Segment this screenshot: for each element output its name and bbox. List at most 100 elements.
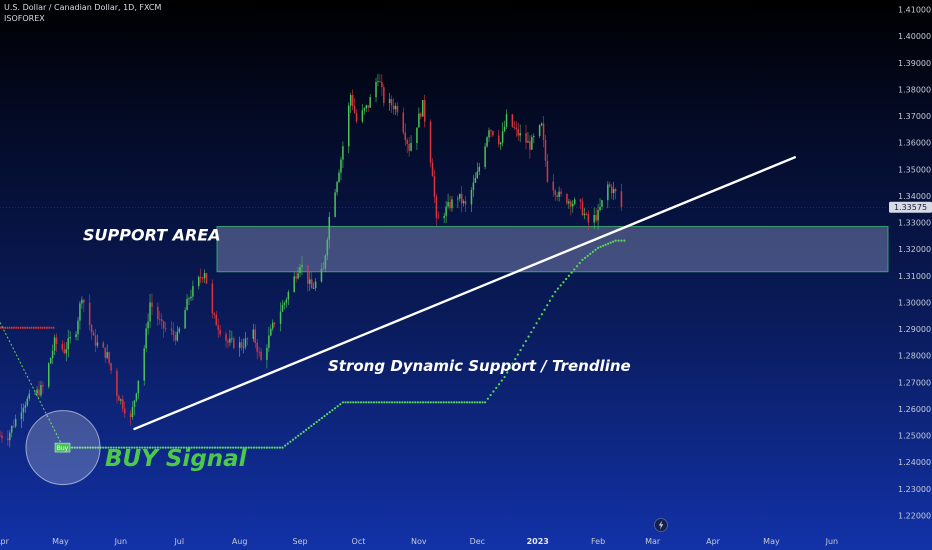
trailing-stop-green-dot [434, 401, 438, 404]
last-price-box [889, 201, 932, 213]
trailing-stop-green-dot [122, 446, 126, 449]
candle-body [205, 273, 208, 284]
trailing-stop-green-dot [211, 446, 214, 449]
trailing-stop-green-dot [250, 446, 253, 449]
trailing-stop-green-dot [481, 401, 484, 404]
candle-body [383, 87, 385, 103]
candle-body [53, 337, 56, 351]
trailing-stop-green-dot [492, 390, 495, 393]
trailing-stop-red-dot [30, 326, 33, 329]
trailing-stop-green-dot [452, 401, 456, 404]
x-tick-label: Nov [411, 537, 427, 546]
trailing-stop-green-dot [442, 401, 445, 404]
trailing-stop-red-dot [44, 326, 46, 329]
candle-body [287, 291, 290, 300]
trailing-stop-green-dot [151, 446, 154, 449]
candle-body [406, 139, 408, 145]
candle-body [336, 181, 338, 193]
candle-body [429, 121, 432, 163]
candle-body [184, 310, 186, 329]
trailing-stop-green-dot [203, 446, 206, 449]
trailing-stop-green-dot [260, 446, 263, 449]
candle-body [197, 276, 200, 287]
candle-body [478, 166, 481, 172]
y-tick-label: 1.28000 [898, 352, 931, 361]
candle-body [560, 191, 562, 195]
candle-body [297, 273, 299, 279]
trailing-stop-green-dot [445, 401, 448, 404]
trailing-stop-green-dot [76, 446, 79, 449]
x-tick-label: Feb [591, 537, 605, 546]
trailing-stop-green-dot [255, 446, 258, 449]
candle-body [476, 171, 479, 178]
candle-body [361, 110, 364, 122]
candle-body [601, 200, 603, 207]
candle-body [607, 184, 609, 201]
trailing-stop-red-dot [48, 326, 50, 329]
candle-body [322, 268, 325, 270]
candle-body [254, 329, 256, 343]
trailing-stop-green-dot [237, 446, 240, 449]
trailing-stop-green-dot [497, 383, 501, 386]
candle-body [110, 363, 112, 371]
candle-body [65, 349, 68, 354]
candle-body [614, 189, 617, 192]
candle-body [295, 276, 297, 279]
trailing-stop-green-dot [546, 304, 549, 307]
candle-body [488, 130, 490, 138]
candle-body [486, 137, 488, 147]
trailing-stop-green-dot [612, 240, 615, 243]
trailing-stop-red-dot [37, 326, 39, 329]
trailing-stop-red-dot [39, 326, 42, 329]
trailing-stop-red-dot [46, 326, 48, 329]
y-tick-label: 1.38000 [898, 85, 931, 94]
candle-body [217, 325, 219, 330]
candle-body [270, 328, 272, 336]
trailing-stop-green-dot [336, 405, 339, 408]
trailing-stop-green-dot [177, 446, 180, 449]
candle-body [459, 193, 461, 199]
y-tick-label: 1.36000 [898, 139, 931, 148]
candle-body [538, 125, 541, 137]
x-tick-label: Jun [825, 537, 839, 546]
candle-body [283, 302, 286, 305]
trailing-stop-green-dot [559, 284, 562, 287]
trailing-stop-green-dot [390, 401, 394, 404]
trailing-stop-green-dot [294, 436, 297, 439]
trailing-stop-green-dot [476, 401, 479, 404]
candle-body [396, 105, 399, 113]
trailing-stop-green-dot [331, 409, 334, 412]
trailing-stop-green-dot [554, 290, 557, 293]
candle-body [88, 302, 91, 326]
candle-body [375, 81, 377, 98]
candle-body [527, 141, 529, 143]
candle-body [342, 146, 344, 160]
trailing-stop-green-dot [167, 446, 170, 449]
trailing-stop-green-dot [135, 446, 139, 449]
candle-body [268, 335, 270, 348]
trailing-stop-green-dot [112, 446, 115, 449]
trailing-stop-green-dot [198, 446, 201, 449]
candle-body [118, 395, 120, 401]
candle-body [38, 389, 40, 396]
trailing-stop-green-dot [414, 401, 417, 404]
candle-body [363, 108, 366, 111]
candle-body [570, 201, 572, 207]
candle-body [75, 334, 77, 338]
trendline[interactable] [133, 156, 797, 431]
trailing-stop-green-dot [302, 430, 305, 433]
trailing-stop-green-dot [609, 241, 612, 244]
candle-body [460, 193, 463, 204]
trailing-stop-red-dot [41, 326, 44, 329]
candle-body [137, 380, 140, 394]
candle-body [597, 209, 599, 221]
candle-body [42, 385, 44, 387]
candle-body [334, 192, 336, 217]
trailing-stop-green-dot [102, 446, 105, 449]
trailing-stop-green-dot [156, 446, 159, 449]
trailing-stop-green-dot [508, 366, 512, 370]
candle-body [546, 160, 549, 182]
trailing-stop-green-dot [468, 401, 471, 404]
